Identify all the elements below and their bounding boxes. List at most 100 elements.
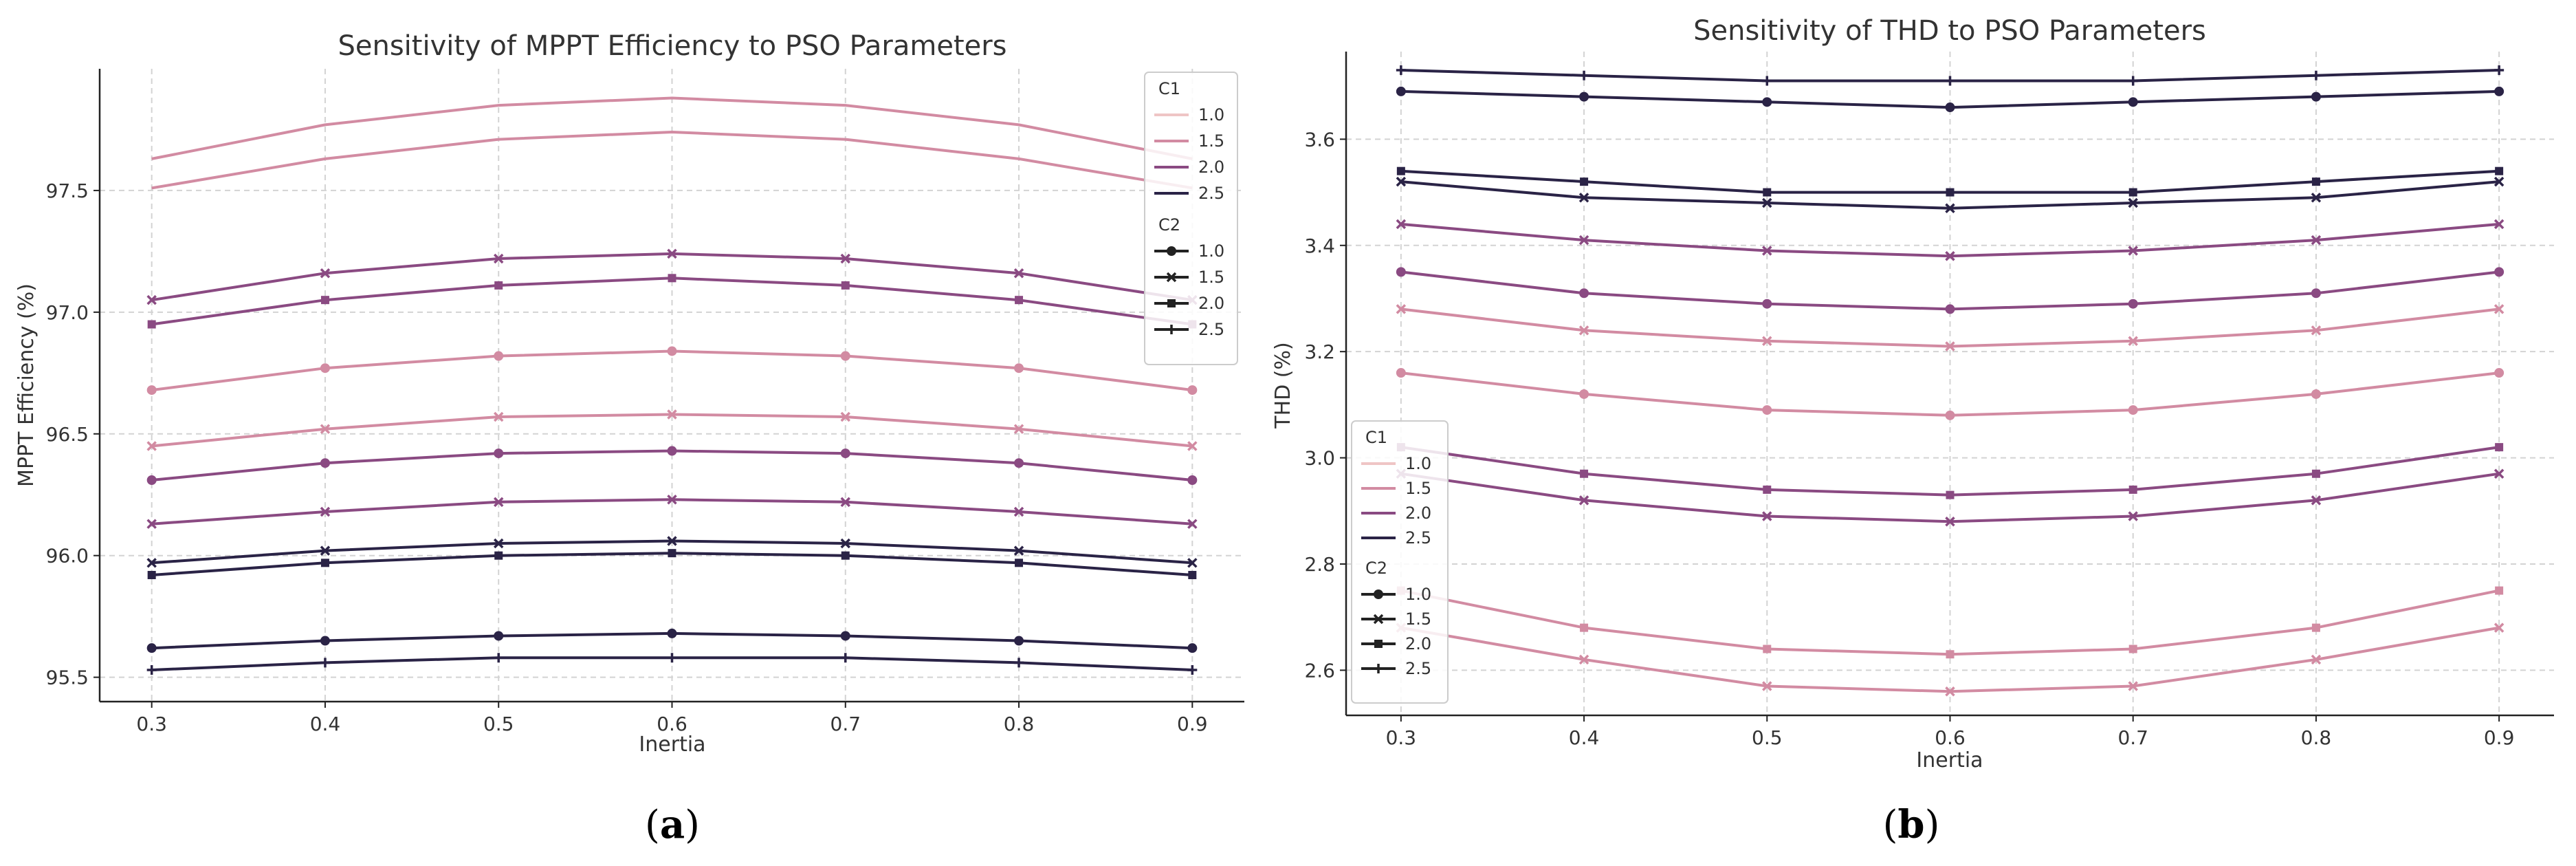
chart-a-data-point [1187,665,1198,675]
chart-b-data-point [2311,235,2322,246]
chart-b-series-line [1396,267,2505,314]
chart-b-data-point [1945,102,1955,113]
chart-b-data-point [1580,623,1589,632]
chart-b-data-point [1946,650,1955,659]
chart-b-legend-c2-label: 2.5 [1405,659,1431,678]
chart-b-data-point [2311,654,2322,665]
chart-b-data-point [2494,267,2505,277]
chart-a-series-line [146,653,1198,675]
square-icon [1374,640,1383,648]
chart-b-data-point [1396,368,1406,378]
chart-a-series-line [146,495,1198,529]
chart-b-data-point [1578,325,1589,336]
chart-b-data-point [2311,91,2321,102]
chart-a-data-point [494,631,504,641]
chart-b-xtick-label: 0.7 [2117,726,2148,749]
chart-b-xtick-label: 0.5 [1752,726,1783,749]
chart-b-data-point [2128,336,2138,346]
chart-a-legend-frame [1144,72,1238,365]
chart-b-xtick-label: 0.3 [1386,726,1417,749]
chart-a-data-point [667,653,677,663]
chart-b-data-point [1946,188,1955,197]
chart-a-data-point [667,628,677,638]
chart-b-series-line [1396,166,2504,197]
chart-a-data-point [146,385,157,396]
chart-a-legend-c2-label: 2.0 [1198,294,1224,313]
chart-b-legend-c2-title: C2 [1365,559,1387,578]
chart-a-series-line [151,131,1193,190]
chart-a-data-point [840,497,851,508]
chart-a-data-point [146,475,157,485]
chart-a-series-line [146,446,1198,485]
chart-a-data-point [494,448,504,459]
chart-a-xtick-label: 0.4 [310,713,341,735]
chart-b-series [1396,65,2505,697]
svg-text:(b): (b) [1883,802,1940,847]
chart-a-data-point [841,281,850,290]
chart-b-data-point [1945,410,1955,420]
chart-b-data-point [2494,219,2505,230]
chart-b-data-point [1762,299,1772,309]
chart-a-data-point [147,571,156,579]
chart-b-data-point [1578,495,1589,506]
chart-a-data-point [320,296,329,305]
chart-b-data-point [1396,65,1406,76]
chart-b-data-point [1578,193,1589,203]
chart-b-data-point [2311,288,2321,299]
chart-a-data-point [1013,545,1024,556]
chart-a-legend-c1-label: 1.5 [1198,131,1224,151]
square-icon [1167,299,1176,307]
chart-b-series-line [1396,443,2504,499]
chart-b-data-point [2128,97,2138,107]
chart-b-ytick-label: 2.6 [1304,659,1335,682]
chart-b-data-point [1396,176,1407,187]
x-icon [1373,614,1384,625]
chart-a-data-point [840,653,850,663]
chart-b-data-point [1580,177,1589,186]
chart-b-series-line [1396,468,2505,527]
chart-b-data-point [1580,469,1589,478]
chart-b-data-point [2311,623,2320,632]
chart-b-legend: C1 1.0 1.5 2.0 2.5 C2 1.0 1.5 2.0 2.5 [1351,420,1449,704]
chart-b-xtick-label: 0.4 [1569,726,1600,749]
chart-a-data-point [320,545,331,556]
chart-a-series [146,96,1198,675]
chart-b-data-point [1578,235,1589,246]
chart-a-data-point [667,248,677,259]
chart-b-data-point [1579,389,1589,399]
chart-b-data-point [1396,304,1407,314]
chart-b-legend-c2-label: 1.0 [1405,585,1431,604]
chart-b-data-point [1945,686,1955,697]
chart-b-data-point [1579,288,1589,299]
chart-a-legend-c2-label: 1.0 [1198,241,1224,261]
chart-a-data-point [1187,441,1198,451]
chart-b-ticks: 0.3 0.4 0.5 0.6 0.7 0.8 0.9 2.6 2.8 3.0 3.2 3.4 3.6 [1304,128,2514,749]
chart-a-data-point [668,549,676,558]
chart-b-data-point [2311,193,2322,203]
chart-a-data-point [667,346,677,356]
chart-b-data-point [1396,219,1407,230]
chart-a-data-point [493,497,504,508]
chart-b-xtick-label: 0.6 [1935,726,1966,749]
chart-a-xtick-label: 0.3 [136,713,167,735]
chart-a-series-line [146,248,1198,305]
chart-a-ylabel: MPPT Efficiency (%) [14,283,38,487]
chart-a-legend-c2-label: 1.5 [1198,268,1224,287]
chart-a-data-point [1014,636,1024,646]
chart-b-legend-c1-label: 1.5 [1405,479,1431,498]
chart-a-data-point [1015,559,1024,567]
chart-a-data-point [1014,458,1024,468]
chart-a-data-point [320,658,330,668]
chart-a-data-point [146,643,157,653]
chart-a-xtick-label: 0.7 [830,713,861,735]
chart-a-data-point [493,411,504,422]
chart-a-series-line [147,274,1197,329]
chart-a-data-point [840,411,851,422]
chart-b-data-point [2128,485,2137,494]
chart-b-data-point [1762,97,1772,107]
chart-a-data-point [146,441,157,451]
chart-b-data-point [1762,336,1772,346]
chart-a-series-path [151,131,1193,190]
chart-a-data-point [1014,658,1024,668]
